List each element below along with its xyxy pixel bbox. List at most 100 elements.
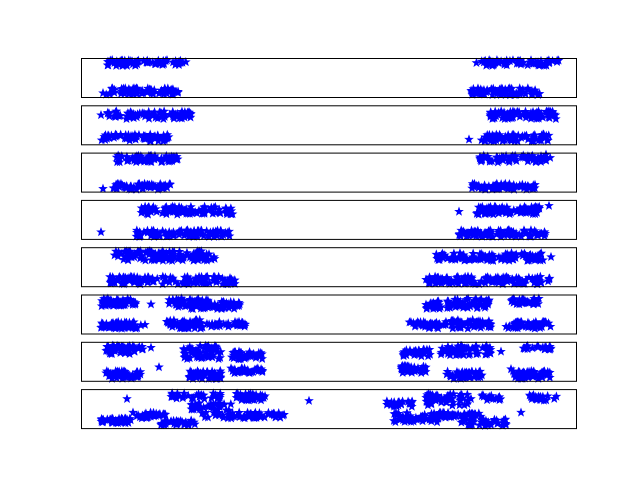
data-point — [162, 316, 173, 327]
data-point — [114, 153, 125, 163]
data-point — [201, 407, 211, 417]
data-point — [465, 316, 476, 326]
data-point — [155, 230, 165, 240]
data-point — [464, 134, 474, 144]
data-point — [480, 278, 491, 288]
data-point — [168, 230, 179, 240]
data-point — [497, 420, 508, 430]
data-point — [133, 370, 143, 380]
scatter-points — [98, 55, 564, 100]
subplot-1 — [81, 55, 577, 100]
data-point — [213, 353, 224, 364]
data-point — [506, 83, 517, 93]
data-point — [198, 231, 209, 241]
data-point — [98, 183, 108, 193]
data-point — [431, 391, 442, 401]
data-point — [482, 272, 493, 282]
data-point — [157, 226, 168, 236]
data-point — [441, 369, 452, 379]
data-point — [132, 322, 142, 333]
data-point — [480, 349, 491, 359]
data-point — [526, 370, 537, 380]
data-point — [175, 112, 185, 123]
data-point — [470, 370, 481, 380]
data-point — [508, 182, 519, 193]
data-point — [117, 278, 128, 288]
data-point — [167, 106, 178, 117]
data-point — [138, 87, 148, 98]
data-point — [151, 408, 162, 418]
data-point — [533, 89, 543, 99]
data-point — [464, 419, 475, 429]
data-point — [168, 416, 179, 426]
data-point — [250, 410, 261, 420]
data-point — [454, 228, 465, 239]
data-point — [193, 246, 203, 256]
data-point — [388, 399, 399, 410]
data-point — [131, 83, 142, 93]
data-point — [209, 251, 219, 262]
axes-frame — [81, 105, 577, 146]
data-point — [433, 297, 443, 307]
data-point — [489, 201, 500, 211]
data-point — [534, 293, 544, 303]
data-point — [210, 320, 221, 330]
data-point — [428, 411, 438, 421]
data-point — [521, 109, 531, 119]
data-point — [174, 56, 184, 66]
data-point — [218, 319, 229, 329]
data-point — [451, 275, 462, 285]
data-point — [254, 407, 265, 418]
data-point — [124, 321, 135, 331]
data-point — [182, 300, 192, 310]
data-point — [458, 349, 469, 359]
data-point — [152, 113, 163, 123]
data-point — [533, 391, 544, 401]
data-point — [123, 108, 133, 118]
axes-frame — [81, 247, 577, 288]
data-point — [496, 106, 506, 116]
data-point — [484, 250, 495, 260]
data-point — [193, 225, 204, 236]
axes-frame — [81, 294, 577, 335]
data-point — [153, 130, 163, 140]
data-point — [102, 108, 113, 118]
data-point — [130, 152, 141, 162]
data-point — [241, 352, 251, 362]
data-point — [486, 390, 497, 400]
data-point — [150, 182, 161, 192]
data-point — [128, 299, 138, 309]
data-point — [133, 343, 143, 353]
data-point — [226, 209, 236, 219]
data-point — [520, 228, 531, 238]
data-point — [215, 388, 226, 398]
data-point — [537, 112, 548, 122]
data-point — [116, 83, 127, 93]
data-point — [147, 273, 158, 283]
data-point — [119, 415, 130, 425]
data-point — [473, 253, 484, 264]
data-point — [179, 278, 189, 289]
data-point — [209, 202, 219, 212]
data-point — [442, 272, 452, 282]
data-point — [450, 254, 461, 264]
data-point — [434, 407, 445, 417]
data-point — [434, 303, 445, 313]
data-point — [210, 410, 221, 420]
data-point — [122, 155, 132, 166]
data-point — [135, 273, 145, 284]
data-point — [122, 60, 132, 70]
data-point — [471, 57, 482, 67]
data-point — [463, 293, 473, 303]
data-point — [485, 348, 496, 358]
data-point — [522, 343, 533, 354]
data-point — [237, 363, 247, 373]
data-point — [494, 252, 504, 262]
data-point — [463, 409, 474, 420]
data-point — [513, 87, 524, 97]
data-point — [173, 87, 183, 97]
data-point — [447, 400, 458, 410]
scatter-points — [96, 106, 561, 146]
data-point — [157, 279, 168, 289]
data-point — [397, 396, 408, 406]
